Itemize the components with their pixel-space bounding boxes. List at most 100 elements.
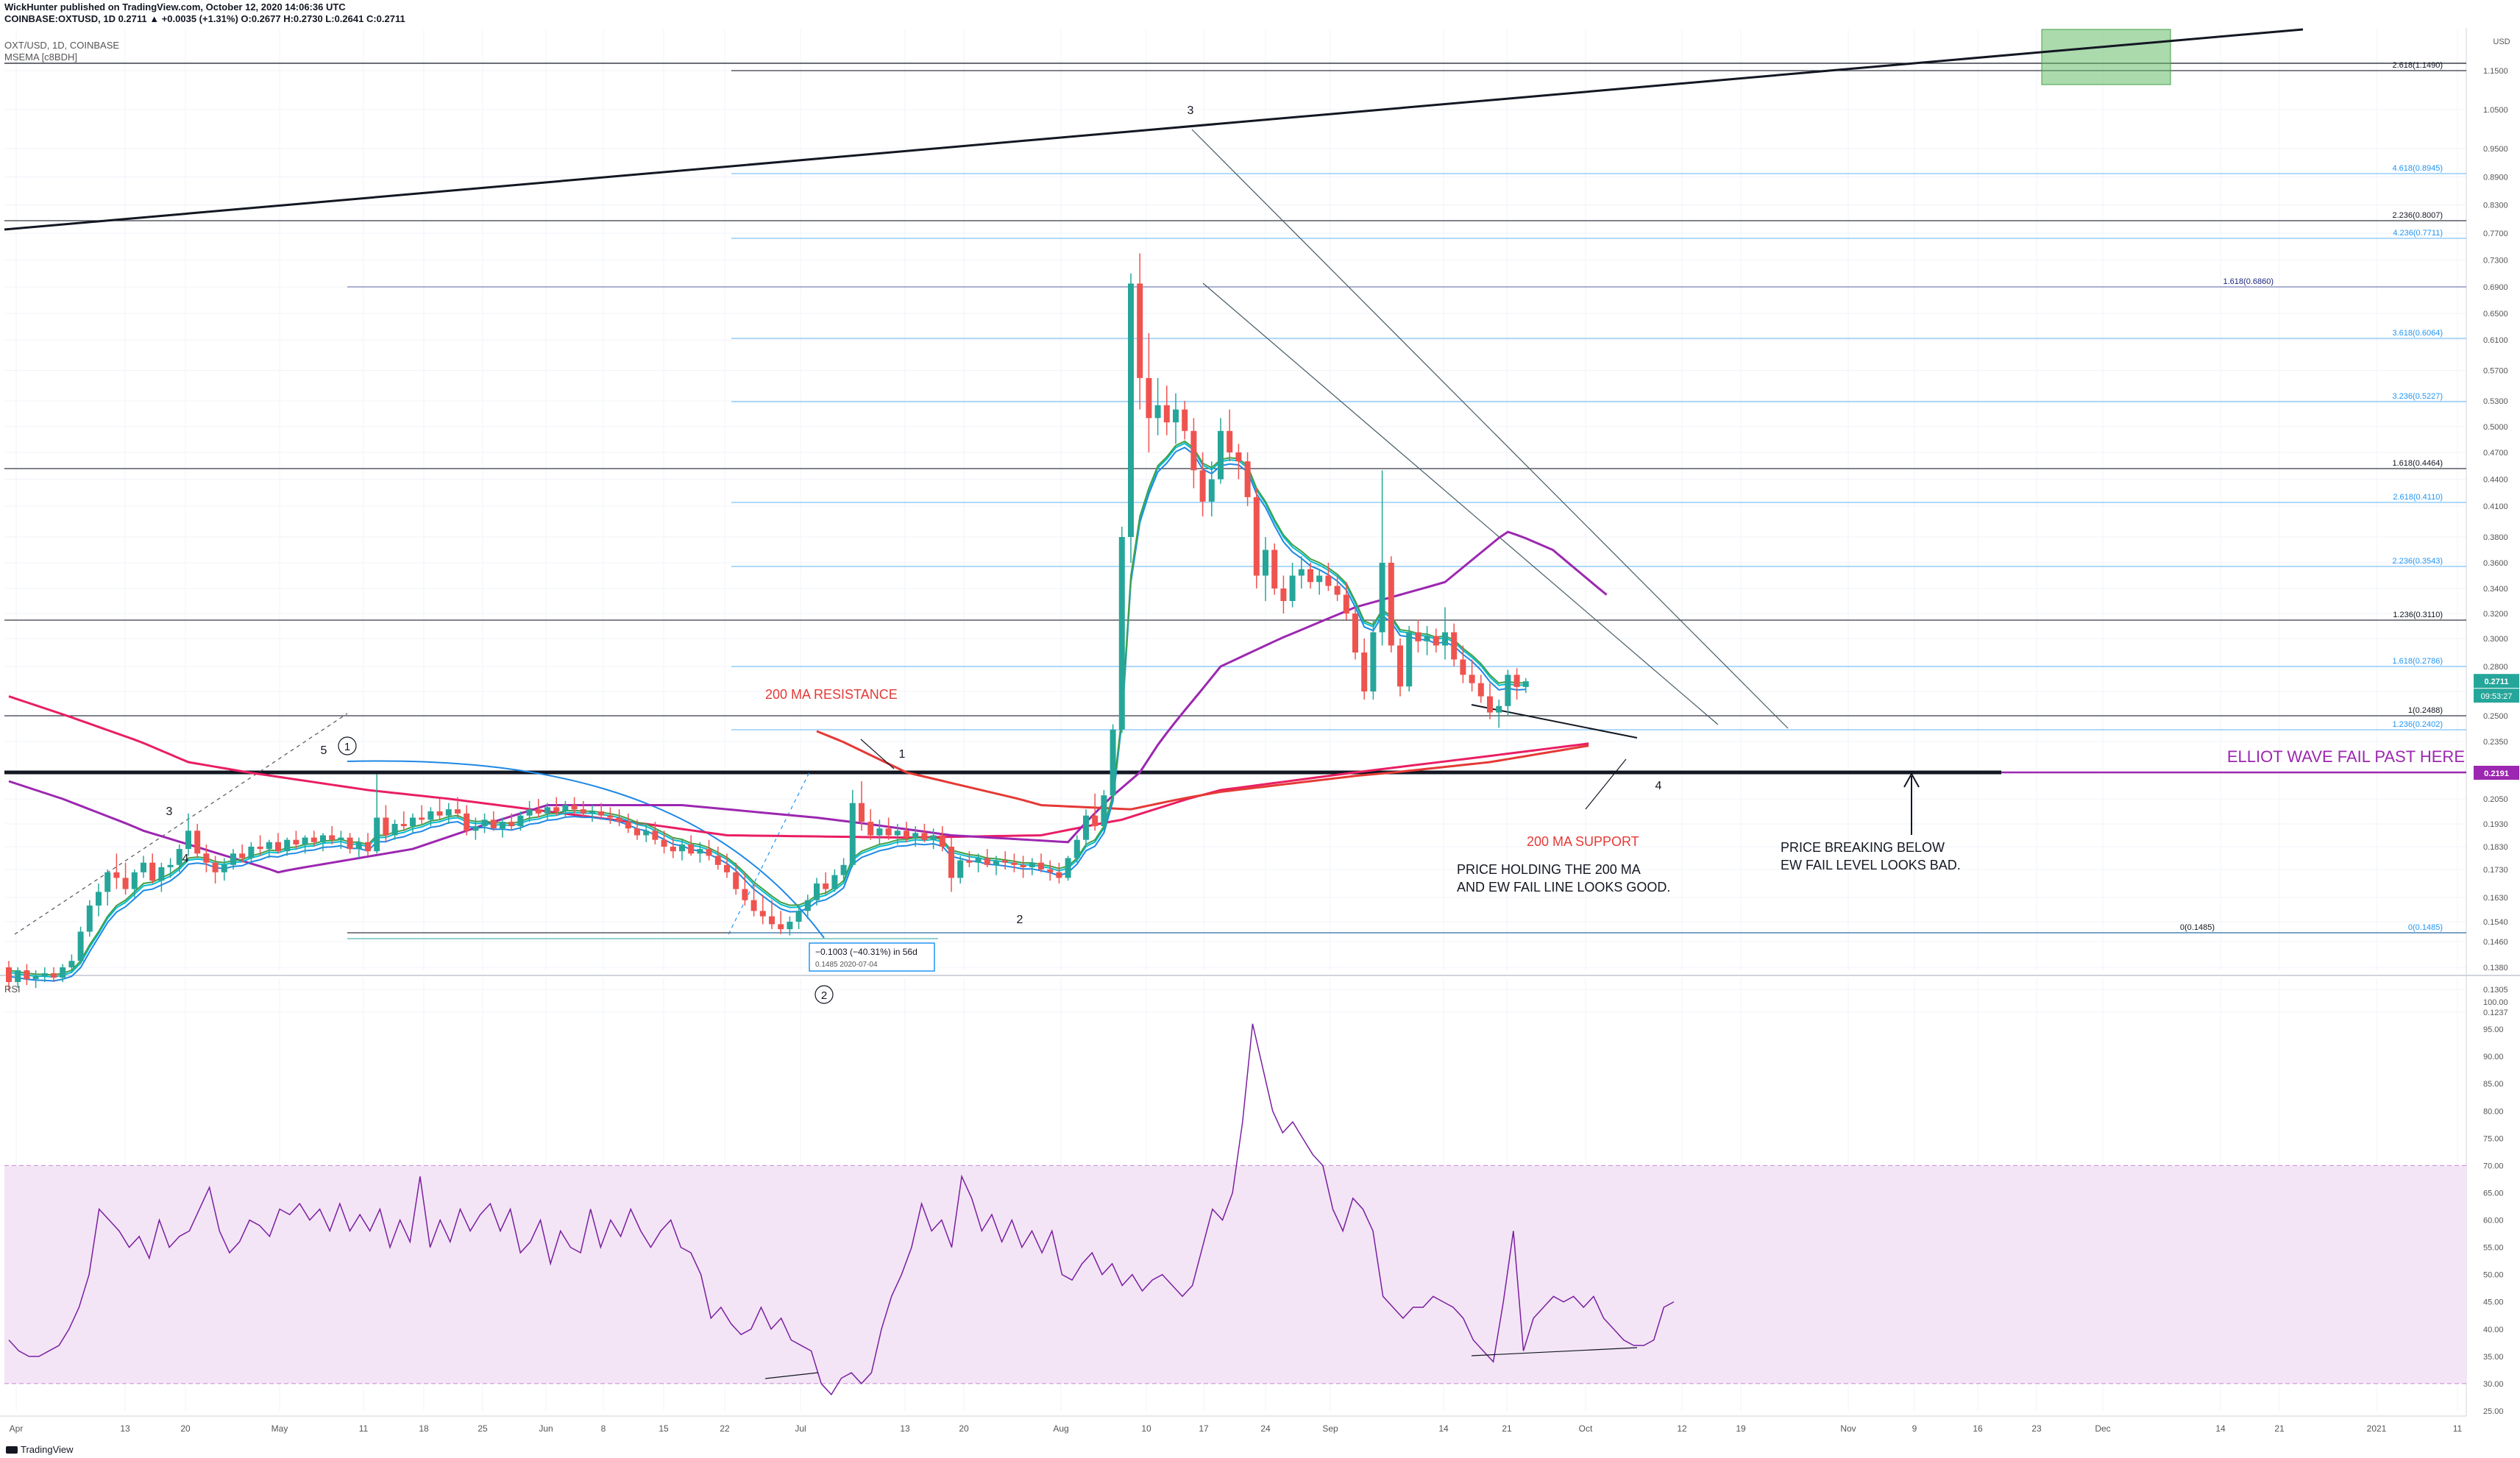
rsi-label: RSI [4,984,21,995]
price-tick-label: 0.1237 [2483,1009,2508,1017]
fib-level-label: 1.618(0.6860) [2223,277,2274,286]
indicator-label: MSEMA [c8BDH] [4,51,77,63]
rsi-tick-label: 65.00 [2483,1189,2504,1198]
ma-support-note: 200 MA SUPPORT [1527,834,1639,849]
publish-info: WickHunter published on TradingView.com,… [4,1,346,13]
candle-body [68,961,75,967]
price-tick-label: 0.1305 [2483,986,2508,995]
candle-body [212,862,219,872]
price-tick-label: 0.1540 [2483,918,2508,927]
time-tick-label: 12 [1677,1423,1687,1434]
price-tick-label: 0.2050 [2483,795,2508,804]
symbol-quote: COINBASE:OXTUSD, 1D 0.2711 ▲ +0.0035 (+1… [4,13,405,24]
candle-body [185,831,191,850]
candle-body [849,803,856,865]
measure-text: 0.1485 2020-07-04 [815,961,878,969]
currency-label: USD [2493,38,2510,46]
note-holding: AND EW FAIL LINE LOOKS GOOD. [1457,880,1670,895]
time-tick-label: 20 [959,1423,969,1434]
rsi-tick-label: 35.00 [2483,1353,2504,1362]
candle-body [742,889,748,900]
candle-body [634,828,640,836]
candle-body [122,878,129,889]
price-tick-label: 1.1500 [2483,67,2508,76]
candle-body [975,858,982,863]
ma200-line [816,730,1589,811]
ema-slow-line [8,447,1526,982]
candle-body [1505,675,1511,706]
price-tick-label: 0.6900 [2483,283,2508,292]
time-tick-label: 17 [1199,1423,1209,1434]
candle-body [697,849,703,854]
rsi-band [4,1165,2466,1384]
ew-fail-price-badge [2474,766,2519,780]
candle-body [580,809,586,814]
fib-level-label: 4.618(0.8945) [2393,164,2443,173]
candle-body [607,815,614,818]
candle-body [230,853,236,865]
time-tick-label: 11 [2453,1423,2463,1434]
candle-body [1235,452,1242,462]
time-arc [347,760,825,939]
price-tick-label: 0.1930 [2483,820,2508,829]
candle-body [1092,815,1098,827]
time-tick-label: 14 [1438,1423,1449,1434]
time-tick-label: Oct [1579,1423,1593,1434]
candle-body [1182,409,1188,431]
wave-label-circled: 1 [344,741,350,753]
price-tick-label: 0.1460 [2483,938,2508,947]
candle-body [1163,405,1170,423]
price-tick-label: 0.1830 [2483,843,2508,852]
candle-body [167,864,174,867]
price-tick-label: 0.7300 [2483,257,2508,266]
candle-body [338,837,344,840]
candle-body [1522,681,1529,687]
rsi-tick-label: 50.00 [2483,1271,2504,1280]
wave-label: 1 [899,748,906,761]
pane-title: OXT/USD, 1D, COINBASE [4,40,120,51]
candle-body [1199,470,1206,502]
candle-body [526,809,533,816]
candle-body [1083,815,1089,840]
candle-body [625,822,631,829]
current-price-badge [2474,674,2519,689]
candle-body [544,807,550,814]
candle-body [1513,675,1520,687]
candle-body [831,875,838,889]
candle-body [400,824,407,827]
candle-body [733,872,739,889]
tradingview-logo[interactable]: TradingView [6,1444,74,1455]
price-tick-label: 0.5000 [2483,423,2508,432]
candle-body [1280,588,1287,601]
price-tick-label: 0.6500 [2483,310,2508,319]
candle-body [1388,563,1394,646]
candle-body [616,817,622,822]
time-tick-label: 2021 [2367,1423,2387,1434]
candle-body [410,817,416,827]
time-tick-label: 22 [720,1423,730,1434]
price-tick-label: 0.4700 [2483,449,2508,458]
price-tick-label: 0.5300 [2483,397,2508,406]
candle-body [481,819,488,827]
ma-resistance-note: 200 MA RESISTANCE [765,687,898,702]
time-tick-label: 14 [2215,1423,2226,1434]
candle-body [1002,860,1009,863]
ew-fail-price-text: 0.2191 [2484,769,2509,778]
candle-body [104,872,111,892]
rsi-tick-label: 100.00 [2483,998,2508,1007]
price-tick-label: 0.1380 [2483,964,2508,972]
time-tick-label: 11 [359,1423,369,1434]
tradingview-icon [6,1445,18,1454]
time-tick-label: 20 [180,1423,191,1434]
candle-body [1029,862,1035,867]
candle-body [661,839,667,847]
fib-level-label: 3.618(0.6064) [2393,329,2443,338]
rsi-tick-label: 90.00 [2483,1053,2504,1062]
candle-body [284,839,291,852]
candle-body [688,844,695,854]
rsi-tick-label: 80.00 [2483,1107,2504,1116]
candle-body [1011,862,1018,865]
candle-body [1325,575,1332,586]
candle-body [1343,594,1349,614]
